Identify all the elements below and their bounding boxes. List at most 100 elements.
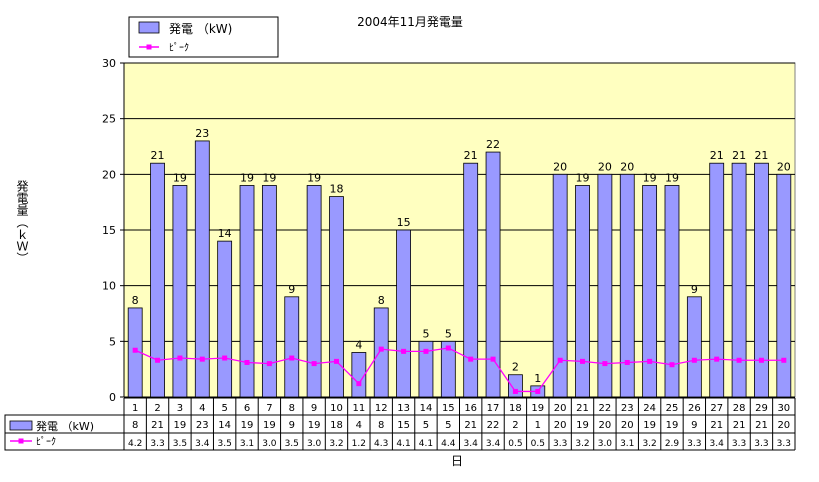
- table-cell-generation: 9: [289, 420, 295, 431]
- x-tick-label: 14: [420, 403, 433, 414]
- legend-label-line: ﾋﾟｰｸ: [169, 42, 189, 54]
- peak-marker: [423, 348, 429, 354]
- peak-marker: [401, 348, 407, 354]
- table-cell-generation: 8: [132, 420, 138, 431]
- peak-marker: [714, 356, 720, 362]
- x-tick-label: 10: [330, 403, 343, 414]
- x-axis-label: 日: [451, 454, 463, 468]
- peak-marker: [602, 361, 608, 367]
- peak-marker: [445, 345, 451, 351]
- bar: [776, 173, 792, 398]
- peak-marker: [691, 357, 697, 363]
- table-cell-generation: 21: [151, 420, 164, 431]
- table-cell-generation: 22: [487, 420, 500, 431]
- x-tick-label: 9: [311, 403, 317, 414]
- peak-marker: [781, 357, 787, 363]
- bar-data-label: 21: [754, 149, 768, 162]
- table-text: 184.22213.33193.54233.45143.56193.17193.…: [128, 403, 791, 449]
- x-tick-label: 26: [688, 403, 701, 414]
- x-tick-label: 22: [599, 403, 612, 414]
- table-cell-generation: 8: [378, 420, 384, 431]
- bar-data-label: 21: [710, 149, 724, 162]
- bar-data-label: 8: [378, 294, 385, 307]
- peak-marker: [289, 355, 295, 361]
- peak-line: [134, 347, 784, 393]
- x-tick-label: 5: [221, 403, 227, 414]
- bar-data-label: 21: [732, 149, 746, 162]
- table-cell-generation: 20: [554, 420, 567, 431]
- bar-data-label: 21: [464, 149, 478, 162]
- bar: [597, 173, 613, 398]
- gridlines: [120, 62, 795, 398]
- x-tick-label: 20: [554, 403, 567, 414]
- table-cell-generation: 1: [535, 420, 541, 431]
- table-cell-peak: 4.4: [441, 439, 456, 449]
- bar: [686, 296, 702, 398]
- peak-marker: [624, 359, 630, 365]
- bar-data-label: 19: [665, 171, 679, 184]
- bar: [284, 296, 300, 398]
- table-cell-peak: 3.4: [464, 439, 479, 449]
- bar: [306, 185, 322, 398]
- legend-line-marker: [146, 44, 152, 50]
- peak-line-series: [132, 345, 787, 394]
- y-tick-label: 0: [109, 391, 116, 404]
- chart-title: 2004年11月発電量: [357, 15, 463, 29]
- bar: [217, 240, 233, 398]
- table-cell-peak: 3.3: [777, 439, 791, 449]
- bar-data-label: 8: [132, 294, 139, 307]
- bar: [194, 140, 210, 398]
- table-cell-peak: 3.3: [754, 439, 768, 449]
- peak-marker: [535, 388, 541, 394]
- bar-data-label: 20: [777, 160, 791, 173]
- bar: [619, 173, 635, 398]
- bar-data-label: 5: [445, 327, 452, 340]
- x-tick-label: 8: [289, 403, 295, 414]
- y-tick-label: 15: [102, 224, 116, 237]
- bar: [709, 162, 725, 398]
- y-tick-label: 25: [102, 113, 116, 126]
- table-cell-peak: 3.3: [150, 439, 164, 449]
- table-cell-peak: 1.2: [352, 439, 366, 449]
- table-cell-generation: 21: [733, 420, 746, 431]
- table-cell-peak: 3.3: [553, 439, 567, 449]
- y-tick-label: 5: [109, 335, 116, 348]
- peak-marker: [244, 359, 250, 365]
- x-tick-label: 7: [266, 403, 272, 414]
- table-cell-peak: 4.1: [419, 439, 433, 449]
- y-tick-label: 20: [102, 168, 116, 181]
- table-cell-peak: 4.2: [128, 439, 142, 449]
- bar: [463, 162, 479, 398]
- table-legend-label-bar: 発電 （kW): [36, 419, 94, 433]
- table-grid: [4, 397, 796, 451]
- table-cell-generation: 20: [777, 420, 790, 431]
- table-cell-peak: 3.5: [173, 439, 187, 449]
- bar-data-label: 19: [643, 171, 657, 184]
- bar: [329, 196, 344, 398]
- table-cell-peak: 4.1: [396, 439, 410, 449]
- x-tick-label: 29: [755, 403, 768, 414]
- bar: [552, 173, 568, 398]
- table-cell-peak: 3.1: [240, 439, 254, 449]
- table-cell-generation: 23: [196, 420, 209, 431]
- peak-marker: [490, 356, 496, 362]
- table-cell-peak: 0.5: [531, 439, 545, 449]
- x-tick-label: 24: [643, 403, 656, 414]
- data-table: 184.22213.33193.54233.45143.56193.17193.…: [4, 397, 796, 451]
- bar-data-label: 1: [534, 372, 541, 385]
- x-tick-label: 6: [244, 403, 250, 414]
- x-tick-label: 3: [177, 403, 183, 414]
- table-cell-generation: 19: [241, 420, 254, 431]
- x-tick-label: 4: [199, 403, 205, 414]
- y-tick-labels: 0 5 10 15 20 25 30: [102, 57, 116, 404]
- x-tick-label: 25: [666, 403, 679, 414]
- table-cell-generation: 15: [397, 420, 410, 431]
- bar: [239, 185, 255, 398]
- bar: [351, 352, 367, 398]
- bar-data-label: 5: [422, 327, 429, 340]
- peak-marker: [356, 381, 362, 387]
- peak-marker: [557, 357, 563, 363]
- bar: [172, 185, 188, 398]
